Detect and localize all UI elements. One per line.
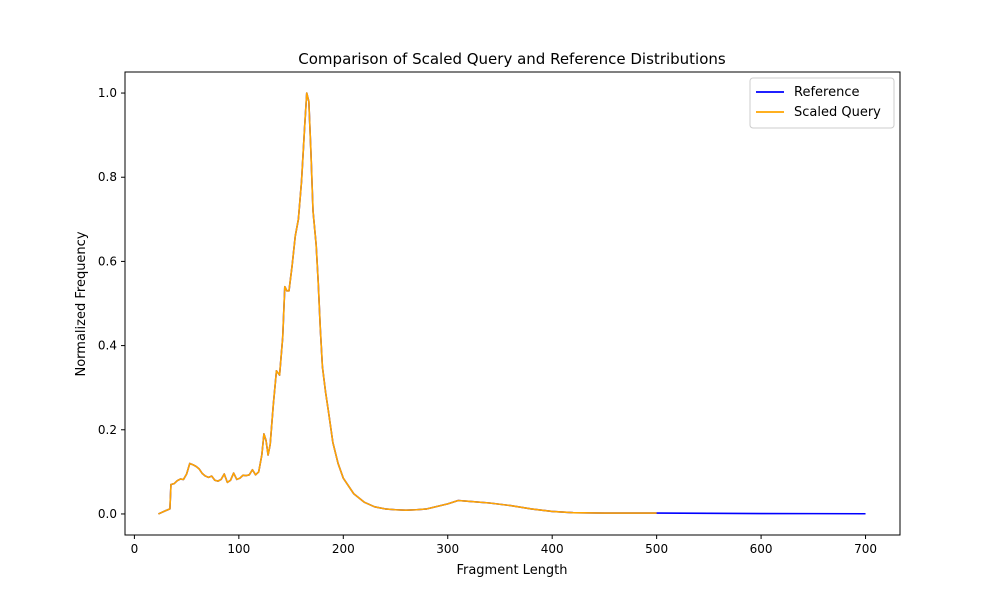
chart-title: Comparison of Scaled Query and Reference… bbox=[298, 50, 726, 68]
legend-label: Scaled Query bbox=[794, 105, 881, 120]
y-tick-label: 0.2 bbox=[98, 423, 117, 437]
x-tick-label: 600 bbox=[750, 542, 773, 556]
x-tick-label: 200 bbox=[332, 542, 355, 556]
y-tick-label: 1.0 bbox=[98, 86, 117, 100]
x-tick-label: 700 bbox=[854, 542, 877, 556]
y-axis-label: Normalized Frequency bbox=[74, 231, 89, 376]
y-tick-label: 0.0 bbox=[98, 507, 117, 521]
legend: Reference Scaled Query bbox=[749, 77, 895, 129]
axes-frame bbox=[124, 71, 901, 536]
x-tick-label: 300 bbox=[436, 542, 459, 556]
y-tick-label: 0.8 bbox=[98, 170, 117, 184]
x-axis-label: Fragment Length bbox=[456, 563, 567, 578]
x-tick-label: 500 bbox=[645, 542, 668, 556]
x-tick-label: 400 bbox=[541, 542, 564, 556]
y-tick-label: 0.6 bbox=[98, 254, 117, 268]
y-tick-label: 0.4 bbox=[98, 339, 117, 353]
x-tick-label: 0 bbox=[131, 542, 139, 556]
x-tick-label: 100 bbox=[227, 542, 250, 556]
legend-label: Reference bbox=[794, 85, 859, 100]
series-line-reference bbox=[158, 92, 866, 515]
series-line-scaled-query bbox=[158, 92, 657, 515]
plot-area: 0 100 200 300 400 500 600 700 0.0 0.2 0.4 0.6 0.8 1.0 bbox=[98, 71, 901, 556]
legend-box bbox=[749, 77, 895, 129]
